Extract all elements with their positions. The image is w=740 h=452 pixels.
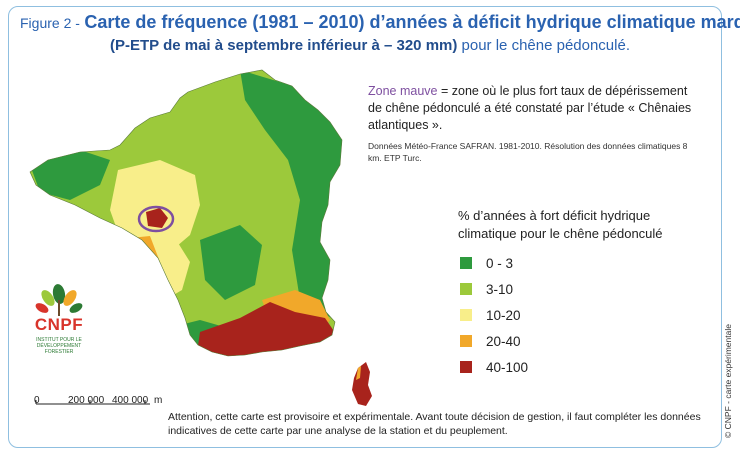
zone-0-3-massif-central (200, 225, 262, 300)
corsica (352, 362, 372, 406)
figure-subtitle-suffix: pour le chêne pédonculé. (461, 37, 630, 54)
warning-text: Attention, cette carte est provisoire et… (168, 411, 701, 437)
zone-40-100-centre (146, 208, 168, 228)
legend-title: % d’années à fort déficit hydrique clima… (458, 208, 663, 241)
france-outline (29, 69, 343, 357)
legend-item: 20-40 (460, 328, 528, 354)
copyright: © CNPF - carte expérimentale (723, 324, 733, 438)
scale-label: 0 (34, 395, 40, 406)
zone-40-100-mediterranee (198, 302, 340, 356)
legend-label: 20-40 (486, 333, 521, 349)
legend-label: 0 - 3 (486, 255, 514, 271)
figure-label: Figure 2 - (20, 15, 80, 31)
legend-label: 40-100 (486, 359, 529, 375)
mauve-zone-ellipse (137, 205, 175, 233)
logo-name: CNPF (34, 315, 84, 334)
zone-note-text: = zone où le plus fort taux de dépérisse… (368, 84, 692, 132)
legend-swatch (460, 309, 472, 321)
figure-title: Figure 2 - Carte de fréquence (1981 – 20… (20, 12, 740, 33)
corsica-cap-corse (356, 366, 361, 380)
zone-note: Zone mauve = zone où le plus fort taux d… (368, 83, 698, 134)
figure-subtitle-condition: (P-ETP de mai à septembre inférieur à – … (110, 37, 458, 54)
legend-item: 3-10 (460, 276, 528, 302)
scale-label: 200 000 (68, 395, 105, 406)
legend: 0 - 3 3-10 10-20 20-40 40-100 (460, 250, 528, 380)
legend-item: 40-100 (460, 354, 528, 380)
logo-subtitle: INSTITUT POUR LE DÉVELOPPEMENT FORESTIER (36, 337, 82, 355)
scale-labels: 0 200 000 400 000 m (34, 395, 194, 409)
legend-label: 10-20 (486, 307, 521, 323)
scale-label: 400 000 (112, 395, 149, 406)
figure-title-main: Carte de fréquence (1981 – 2010) d’année… (84, 12, 740, 32)
zone-note-highlight: Zone mauve (368, 84, 438, 98)
legend-swatch (460, 361, 472, 373)
legend-swatch (460, 257, 472, 269)
scale-label: m (154, 395, 163, 406)
figure-subtitle: (P-ETP de mai à septembre inférieur à – … (0, 37, 740, 54)
legend-item: 0 - 3 (460, 250, 528, 276)
legend-swatch (460, 335, 472, 347)
data-source: Données Météo-France SAFRAN. 1981-2010. … (368, 141, 688, 163)
legend-label: 3-10 (486, 281, 514, 297)
legend-item: 10-20 (460, 302, 528, 328)
legend-swatch (460, 283, 472, 295)
zone-0-3-bretagne (30, 150, 110, 200)
zone-0-3-east (240, 70, 342, 320)
cnpf-logo-icon (35, 284, 83, 316)
